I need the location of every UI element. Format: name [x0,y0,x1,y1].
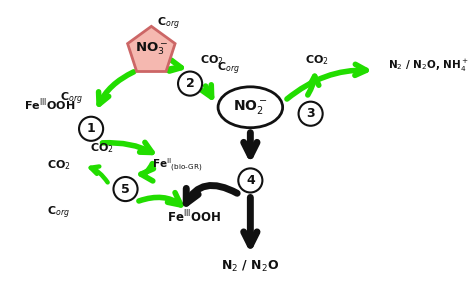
Text: 2: 2 [186,77,194,90]
Circle shape [79,117,103,141]
Text: CO$_2$: CO$_2$ [200,53,224,67]
Text: 1: 1 [87,122,95,135]
Polygon shape [128,26,175,72]
Text: C$_{org}$: C$_{org}$ [47,204,70,221]
Text: N$_2$ / N$_2$O, NH$_4^+$: N$_2$ / N$_2$O, NH$_4^+$ [388,58,469,74]
Text: N$_2$ / N$_2$O: N$_2$ / N$_2$O [221,259,280,274]
Text: NO$_2^-$: NO$_2^-$ [233,98,268,116]
Text: 3: 3 [306,107,315,120]
Text: CO$_2$: CO$_2$ [90,141,114,155]
Text: Fe$^\mathrm{II}$$_{(\mathrm{bio\text{-}GR})}$: Fe$^\mathrm{II}$$_{(\mathrm{bio\text{-}G… [152,157,202,174]
Circle shape [299,102,323,126]
Text: Fe$^\mathrm{III}$OOH: Fe$^\mathrm{III}$OOH [167,209,222,225]
Text: C$_{org}$: C$_{org}$ [60,91,83,107]
Text: NO$_3^-$: NO$_3^-$ [135,40,168,57]
Circle shape [113,177,137,201]
Text: C$_{org}$: C$_{org}$ [157,15,180,32]
Circle shape [238,168,263,192]
Text: Fe$^\mathrm{III}$OOH: Fe$^\mathrm{III}$OOH [24,97,76,113]
Text: C$_{org}$: C$_{org}$ [218,60,240,77]
Text: CO$_2$: CO$_2$ [47,159,71,172]
Circle shape [178,72,202,96]
Text: 4: 4 [246,174,255,187]
Text: 5: 5 [121,182,130,196]
Ellipse shape [218,87,283,128]
Text: CO$_2$: CO$_2$ [305,53,329,67]
